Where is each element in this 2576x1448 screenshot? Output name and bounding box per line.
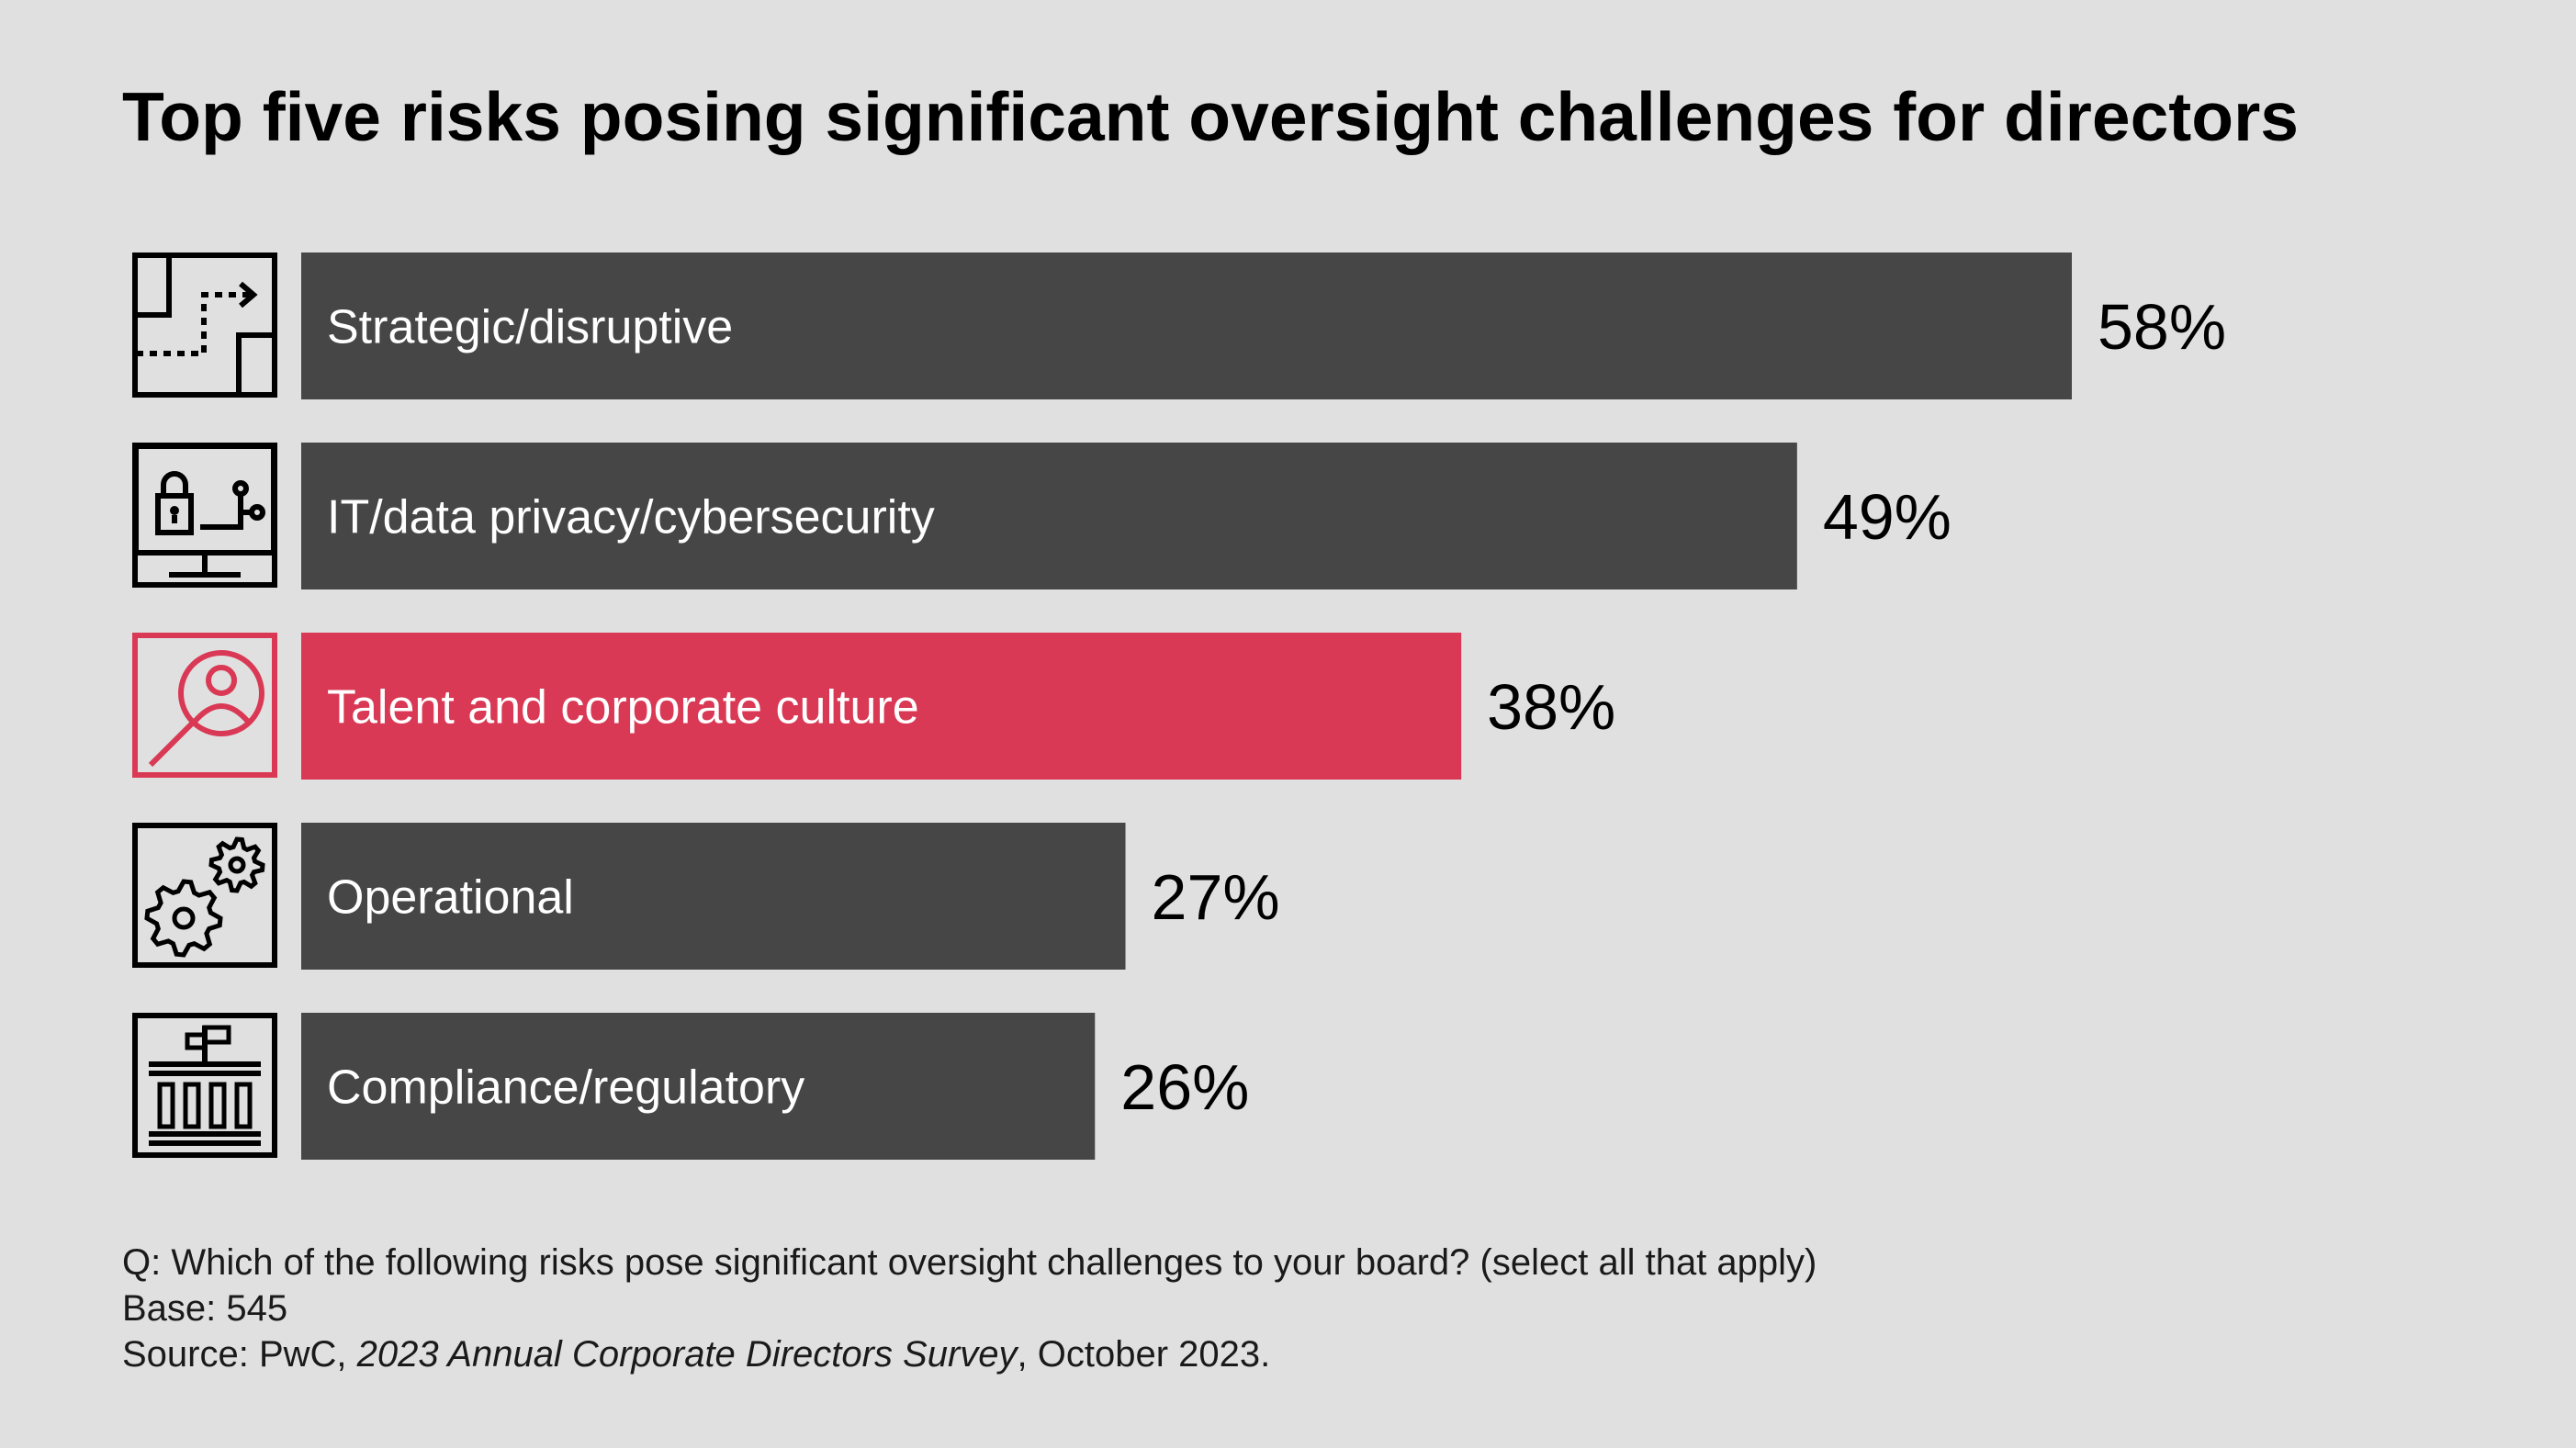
gears-icon (132, 823, 277, 968)
value-label-compliance-regulatory: 26% (1120, 1051, 1249, 1123)
value-label-it-data-privacy-cybersecurity: 49% (1823, 481, 1952, 553)
government-building-icon-glyph (149, 1025, 261, 1146)
map-path-icon (132, 253, 277, 398)
value-label-operational: 27% (1152, 861, 1280, 933)
magnifier-person-icon (132, 633, 277, 778)
survey-base: Base: 545 (122, 1288, 288, 1329)
survey-question: Q: Which of the following risks pose sig… (122, 1242, 1817, 1283)
value-label-talent-and-corporate-culture: 38% (1487, 671, 1615, 743)
icon-frame (132, 823, 277, 968)
magnifier-person-icon-glyph (148, 650, 264, 768)
government-building-icon (132, 1013, 277, 1158)
map-path-icon-glyph (136, 256, 274, 394)
chart-title: Top five risks posing significant oversi… (122, 78, 2299, 155)
bar-label-talent-and-corporate-culture: Talent and corporate culture (327, 681, 919, 735)
bar-operational (301, 823, 1126, 970)
value-label-strategic-disruptive: 58% (2098, 291, 2226, 363)
icon-frame (132, 1013, 277, 1158)
bar-it-data-privacy-cybersecurity (301, 443, 1797, 589)
monitor-lock-icon-glyph (133, 443, 276, 578)
bar-label-strategic-disruptive: Strategic/disruptive (327, 301, 733, 354)
bar-label-operational: Operational (327, 871, 574, 925)
icon-frame (132, 633, 277, 778)
survey-source: Source: PwC, 2023 Annual Corporate Direc… (122, 1334, 1271, 1375)
monitor-lock-icon (132, 443, 277, 588)
bar-compliance-regulatory (301, 1013, 1096, 1160)
bar-talent-and-corporate-culture (301, 633, 1462, 780)
bar-chart: Strategic/disruptive 58% IT/data privacy/c… (132, 253, 2226, 1160)
bar-label-compliance-regulatory: Compliance/regulatory (327, 1061, 804, 1115)
icon-frame (132, 253, 277, 398)
bar-label-it-data-privacy-cybersecurity: IT/data privacy/cybersecurity (327, 491, 935, 544)
gears-icon-glyph (144, 836, 265, 958)
footnote: Q: Which of the following risks pose sig… (122, 1240, 1817, 1377)
bar-strategic-disruptive (301, 253, 2072, 399)
